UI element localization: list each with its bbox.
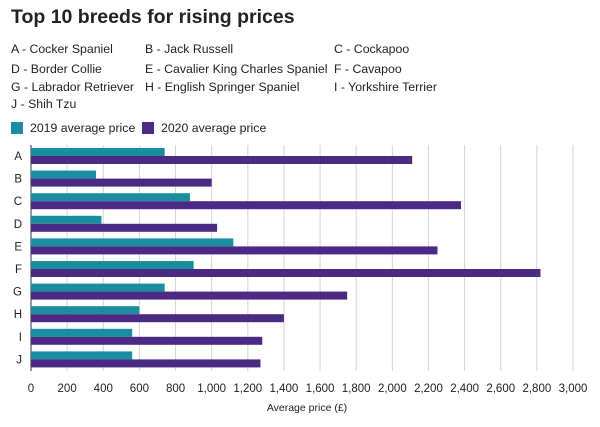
legend-item-2019: 2019 average price xyxy=(11,121,135,135)
category-label: E xyxy=(14,241,22,253)
chart-title: Top 10 breeds for rising prices xyxy=(11,6,295,28)
category-label: J xyxy=(16,354,22,366)
x-tick-label: 800 xyxy=(166,383,185,395)
category-label: D xyxy=(14,219,22,231)
x-axis-title: Average price (£) xyxy=(267,402,347,414)
breed-key-item: I - Yorkshire Terrier xyxy=(334,80,437,94)
category-label: H xyxy=(14,309,22,321)
bar-2019-H xyxy=(31,306,140,315)
breed-key-item: A - Cocker Spaniel xyxy=(11,42,113,56)
category-label: B xyxy=(14,174,22,186)
x-tick-label: 0 xyxy=(28,383,34,395)
bar-2019-A xyxy=(31,148,165,156)
bar-2019-D xyxy=(31,215,102,224)
x-tick-label: 1,800 xyxy=(342,383,371,395)
bar-2019-F xyxy=(31,261,194,269)
x-tick-label: 2,800 xyxy=(522,383,551,395)
bar-2020-C xyxy=(31,201,461,210)
x-tick-label: 1,600 xyxy=(306,383,335,395)
x-tick-label: 2,000 xyxy=(378,383,407,395)
x-tick-label: 3,000 xyxy=(559,383,588,395)
bar-2020-G xyxy=(31,291,348,300)
legend-item-2020: 2020 average price xyxy=(142,121,266,135)
x-tick-label: 1,400 xyxy=(270,383,299,395)
bar-2019-G xyxy=(31,283,165,292)
bars xyxy=(31,148,541,368)
category-label: C xyxy=(14,196,22,208)
bar-2019-C xyxy=(31,193,190,202)
x-tick-label: 1,200 xyxy=(233,383,262,395)
x-tick-label: 200 xyxy=(58,383,77,395)
legend-label-2019: 2019 average price xyxy=(30,121,136,135)
legend-swatch-2020 xyxy=(142,122,154,134)
bar-2020-A xyxy=(31,156,413,164)
breed-key-item: J - Shih Tzu xyxy=(11,97,77,111)
x-tick-label: 2,200 xyxy=(414,383,443,395)
x-tick-label: 400 xyxy=(94,383,113,395)
breed-key-item: E - Cavalier King Charles Spaniel xyxy=(145,62,328,76)
x-tick-labels: 0 200 400 600 800 1,000 1,200 1,400 1,600 1,800 2,… xyxy=(28,383,588,395)
bar-2020-E xyxy=(31,246,438,255)
breed-key-item: G - Labrador Retriever xyxy=(11,80,135,94)
breed-key-item: D - Border Collie xyxy=(11,62,102,76)
bar-2020-D xyxy=(31,223,218,232)
bar-2019-I xyxy=(31,328,133,337)
breed-key-item: B - Jack Russell xyxy=(145,42,234,56)
category-label: F xyxy=(15,264,22,276)
category-label: A xyxy=(14,151,22,163)
x-tick-label: 2,400 xyxy=(450,383,479,395)
bar-2019-J xyxy=(31,351,133,360)
legend-swatch-2019 xyxy=(11,122,23,134)
breed-key-item: F - Cavapoo xyxy=(334,62,402,76)
x-tick-label: 1,000 xyxy=(197,383,226,395)
bar-2019-B xyxy=(31,170,97,179)
breed-key-item: H - English Springer Spaniel xyxy=(145,80,300,94)
bar-2020-F xyxy=(31,269,541,277)
bar-2019-E xyxy=(31,238,234,247)
bar-2020-J xyxy=(31,359,261,368)
x-tick-label: 600 xyxy=(130,383,149,395)
x-tick-label: 2,600 xyxy=(486,383,515,395)
category-label: G xyxy=(13,287,22,299)
legend-label-2020: 2020 average price xyxy=(161,121,267,135)
breed-key-item: C - Cockapoo xyxy=(334,42,410,56)
bar-2020-I xyxy=(31,336,263,345)
bar-2020-B xyxy=(31,178,212,187)
category-label: I xyxy=(19,332,22,344)
bar-2020-H xyxy=(31,314,284,323)
